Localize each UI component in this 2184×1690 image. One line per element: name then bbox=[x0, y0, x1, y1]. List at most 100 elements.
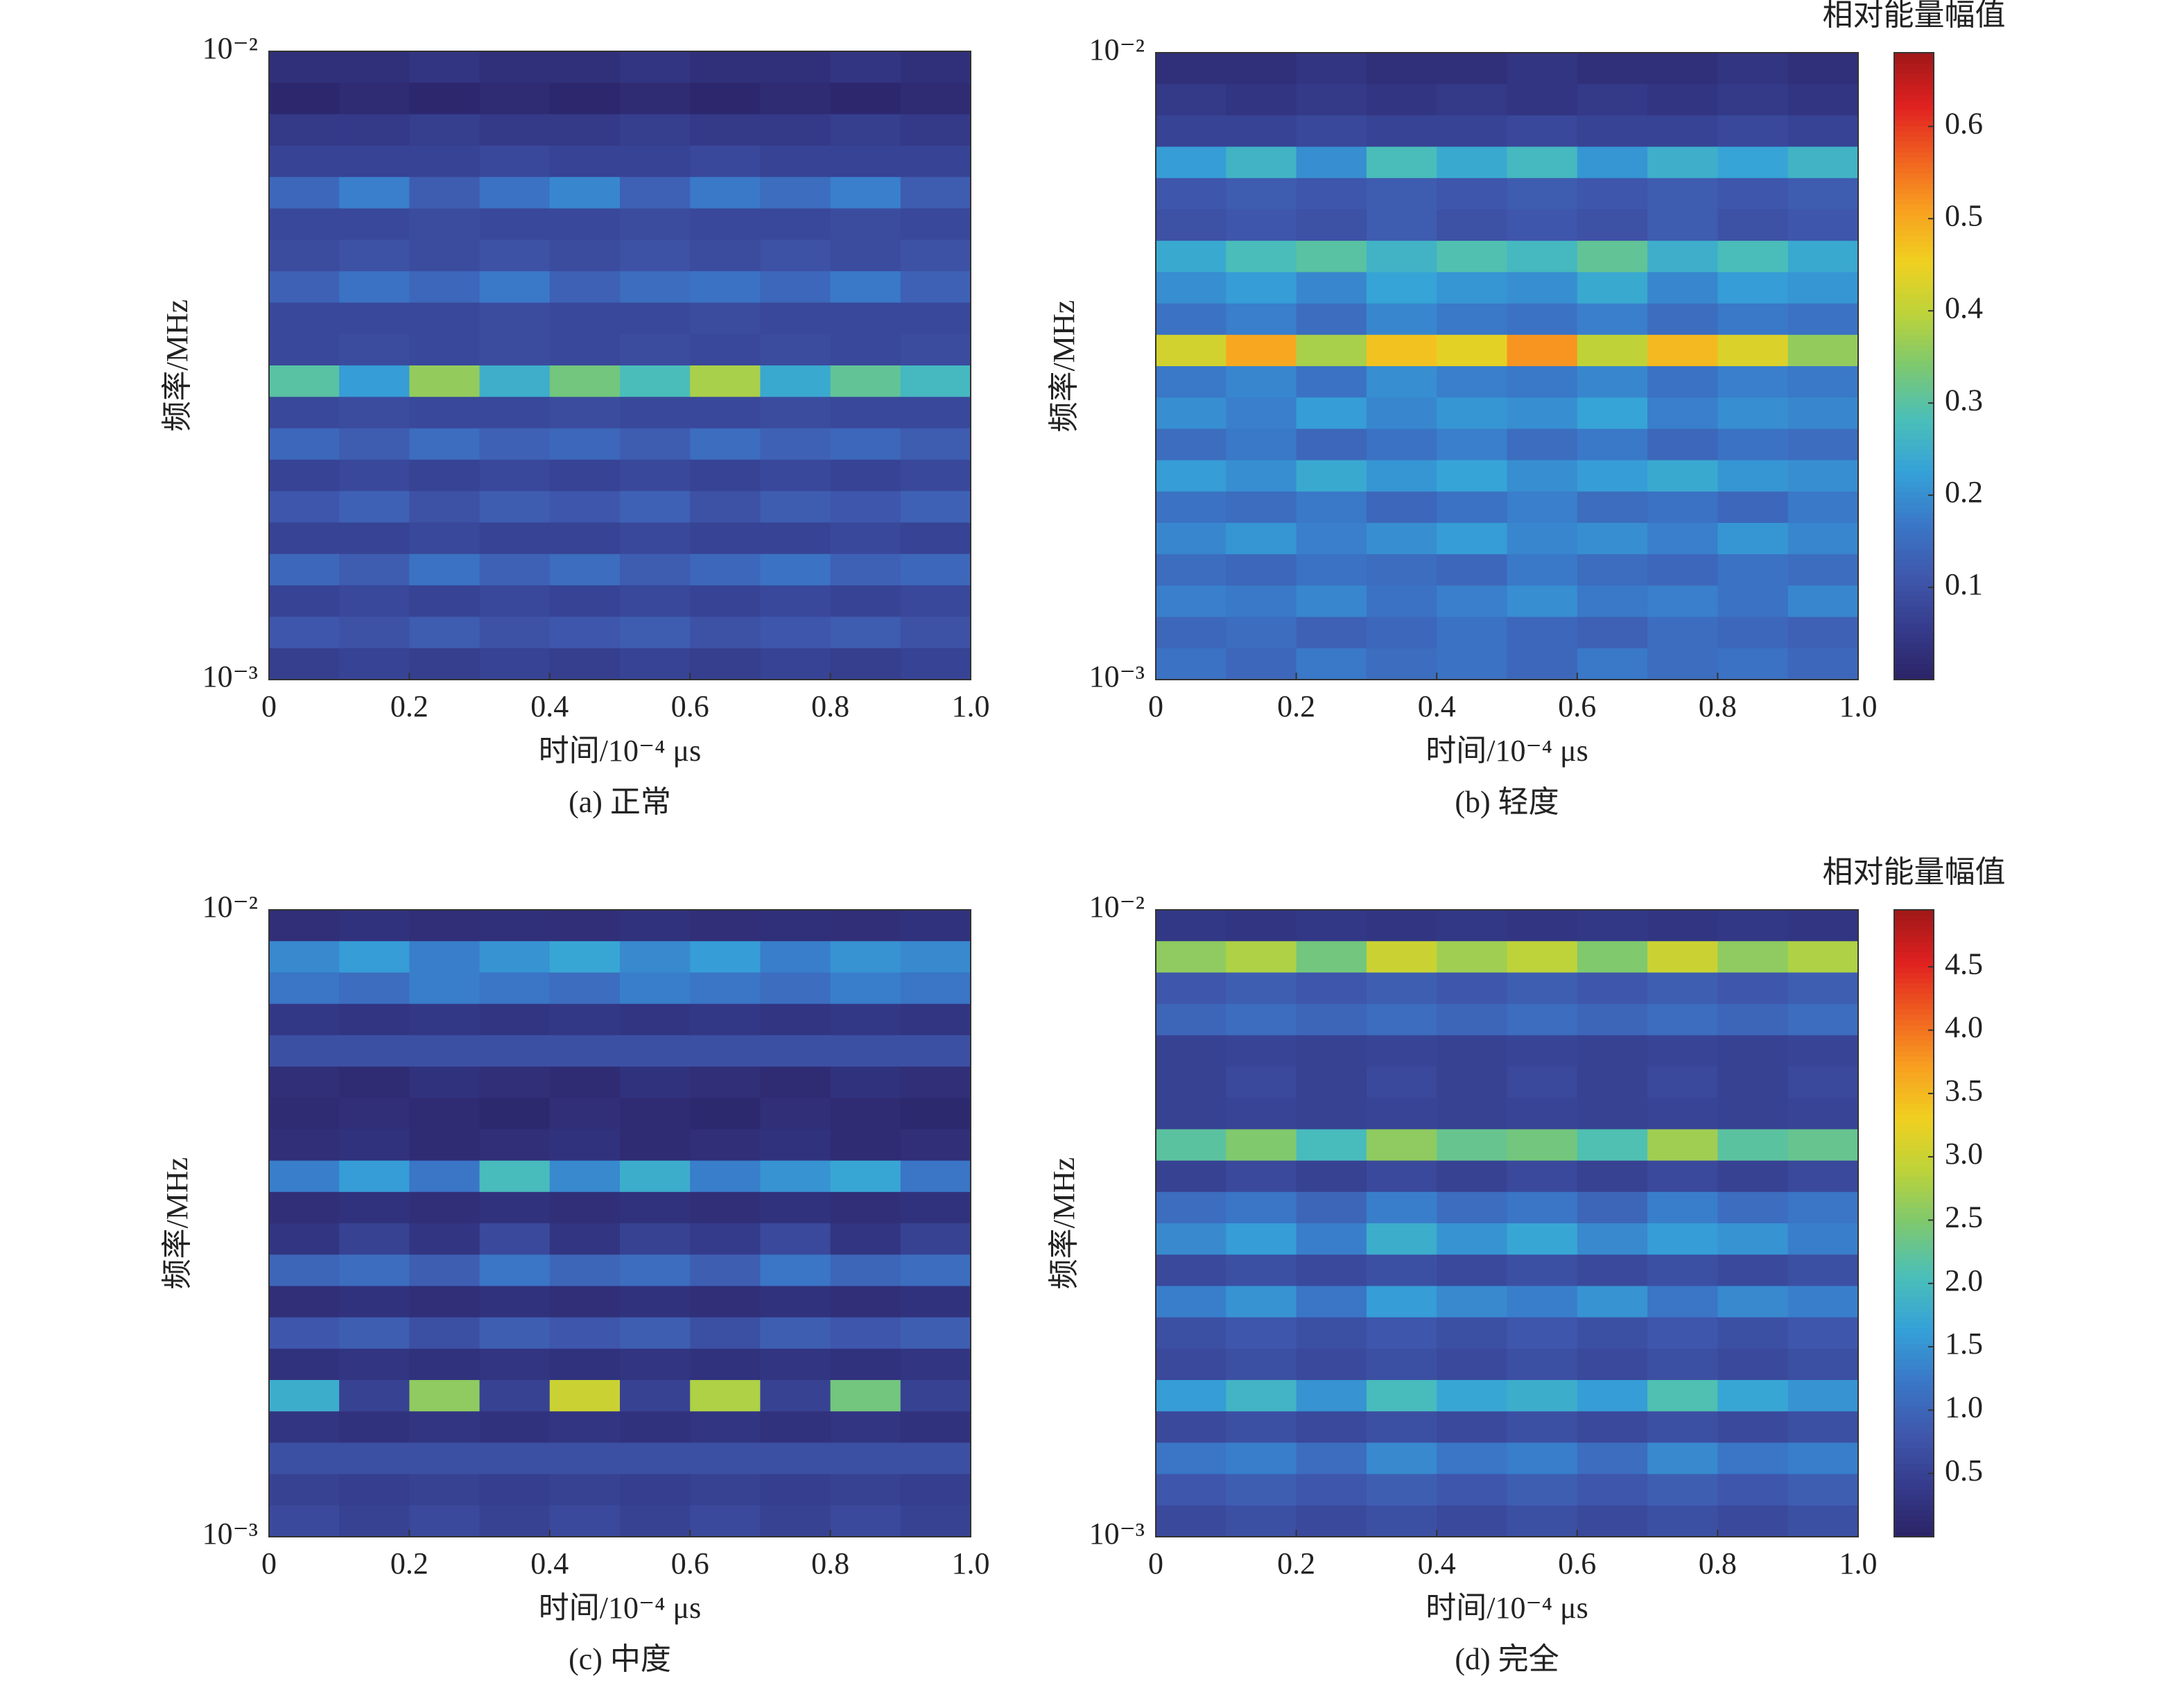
heatmap-cell bbox=[1787, 1380, 1859, 1412]
colorbar-swatch bbox=[1894, 141, 1934, 148]
x-tick-label: 1.0 bbox=[952, 1546, 990, 1580]
heatmap-cell bbox=[1366, 397, 1437, 429]
heatmap-cell bbox=[549, 1067, 621, 1098]
y-axis-label: 频率/MHz bbox=[160, 1157, 194, 1290]
heatmap-cell bbox=[1787, 272, 1859, 304]
heatmap-cell bbox=[269, 428, 340, 460]
heatmap-cell bbox=[1366, 84, 1437, 116]
heatmap-cell bbox=[479, 271, 551, 303]
heatmap-cell bbox=[620, 459, 691, 492]
heatmap-cell bbox=[1366, 53, 1437, 85]
heatmap-cell bbox=[269, 1254, 340, 1286]
colorbar-swatch bbox=[1894, 1014, 1934, 1020]
heatmap-cell bbox=[1507, 1035, 1578, 1067]
heatmap-cell bbox=[900, 553, 971, 586]
heatmap-cell bbox=[269, 459, 340, 492]
x-tick-label: 0.8 bbox=[811, 689, 849, 723]
colorbar-swatch bbox=[1894, 1291, 1934, 1297]
heatmap-cell bbox=[690, 1442, 761, 1475]
heatmap-cell bbox=[1226, 1067, 1297, 1098]
colorbar-swatch bbox=[1894, 544, 1934, 550]
heatmap-cell bbox=[1296, 115, 1367, 148]
heatmap-cell bbox=[1437, 84, 1508, 116]
colorbar-swatch bbox=[1894, 418, 1934, 424]
colorbar-swatch bbox=[1894, 1432, 1934, 1438]
colorbar-swatch bbox=[1894, 293, 1934, 299]
heatmap-cell bbox=[1366, 1160, 1437, 1193]
heatmap-cell bbox=[1717, 460, 1789, 492]
heatmap-cell bbox=[409, 1348, 480, 1381]
heatmap-cell bbox=[479, 177, 551, 209]
heatmap-cell bbox=[1437, 115, 1508, 148]
heatmap-cell bbox=[1366, 1035, 1437, 1067]
heatmap-cell bbox=[549, 1380, 621, 1412]
heatmap-cell bbox=[1226, 1003, 1297, 1036]
heatmap-cell bbox=[760, 1067, 831, 1098]
heatmap-cell bbox=[830, 51, 901, 83]
heatmap-cell bbox=[1366, 366, 1437, 398]
heatmap-cell bbox=[1437, 523, 1508, 555]
heatmap-cell bbox=[1156, 554, 1227, 586]
heatmap-cell bbox=[1787, 941, 1859, 973]
colorbar-tick-label: 3.5 bbox=[1945, 1074, 1983, 1107]
heatmap-cell bbox=[760, 1003, 831, 1036]
heatmap-cell bbox=[479, 397, 551, 429]
colorbar-swatch bbox=[1894, 1103, 1934, 1109]
heatmap-cell bbox=[1437, 397, 1508, 429]
heatmap-cell bbox=[1226, 303, 1297, 336]
heatmap-cell bbox=[1787, 303, 1859, 336]
heatmap-cell bbox=[620, 1474, 691, 1506]
heatmap-cell bbox=[1577, 1003, 1648, 1036]
colorbar-swatch bbox=[1894, 1212, 1934, 1219]
colorbar-swatch bbox=[1894, 1515, 1934, 1521]
colorbar-tick-label: 2.0 bbox=[1945, 1264, 1983, 1297]
heatmap-cell bbox=[549, 334, 621, 366]
heatmap-cell bbox=[900, 585, 971, 617]
heatmap-cell bbox=[1226, 334, 1297, 367]
colorbar-swatch bbox=[1894, 1510, 1934, 1517]
colorbar-swatch bbox=[1894, 162, 1934, 169]
heatmap-cell bbox=[1507, 146, 1578, 179]
heatmap bbox=[269, 910, 971, 1537]
heatmap-cell bbox=[760, 522, 831, 555]
heatmap-cell bbox=[339, 1191, 410, 1224]
heatmap-cell bbox=[339, 585, 410, 617]
heatmap-cell bbox=[760, 177, 831, 209]
colorbar-swatch bbox=[1894, 1254, 1934, 1261]
heatmap-cell bbox=[900, 428, 971, 460]
heatmap-cell bbox=[1156, 1191, 1227, 1224]
heatmap-cell bbox=[1507, 1223, 1578, 1255]
heatmap-cell bbox=[1366, 648, 1437, 680]
heatmap-cell bbox=[1156, 523, 1227, 555]
colorbar-swatch bbox=[1894, 110, 1934, 116]
colorbar-swatch bbox=[1894, 1275, 1934, 1282]
heatmap-cell bbox=[1226, 1317, 1297, 1350]
heatmap-cell bbox=[1226, 1442, 1297, 1475]
heatmap-cell bbox=[1647, 1067, 1718, 1098]
heatmap-cell bbox=[1296, 941, 1367, 973]
heatmap-cell bbox=[479, 1286, 551, 1318]
heatmap-cell bbox=[1296, 178, 1367, 210]
colorbar-tick-label: 1.0 bbox=[1945, 1390, 1983, 1424]
heatmap-cell bbox=[1787, 53, 1859, 85]
colorbar-swatch bbox=[1894, 460, 1934, 466]
heatmap-cell bbox=[1507, 1129, 1578, 1162]
heatmap-cell bbox=[900, 397, 971, 429]
heatmap-cell bbox=[269, 1380, 340, 1412]
heatmap-cell bbox=[1577, 1129, 1648, 1162]
heatmap-cell bbox=[269, 910, 340, 942]
heatmap-cell bbox=[1226, 941, 1297, 973]
colorbar-tick-label: 0.2 bbox=[1945, 475, 1983, 509]
heatmap-cell bbox=[620, 1254, 691, 1286]
heatmap-cell bbox=[1296, 303, 1367, 336]
colorbar-swatch bbox=[1894, 173, 1934, 179]
heatmap-cell bbox=[1787, 1474, 1859, 1506]
heatmap-cell bbox=[760, 553, 831, 586]
heatmap-cell bbox=[1507, 272, 1578, 304]
heatmap-cell bbox=[409, 1223, 480, 1255]
heatmap-cell bbox=[830, 1191, 901, 1224]
heatmap-cell bbox=[900, 491, 971, 524]
heatmap-cell bbox=[479, 553, 551, 586]
heatmap-cell bbox=[549, 1098, 621, 1130]
heatmap-cell bbox=[900, 1191, 971, 1224]
